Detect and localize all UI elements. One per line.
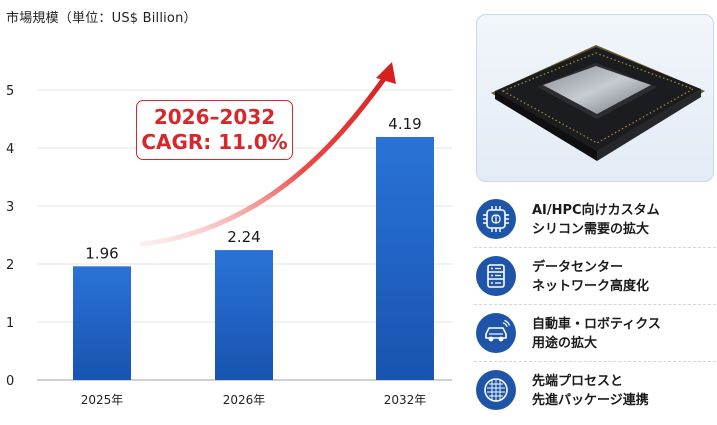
cagr-period: 2026–2032 xyxy=(153,105,276,129)
x-tick-label: 2026年 xyxy=(223,393,266,407)
cagr-value: CAGR: 11.0% xyxy=(141,130,288,154)
chip-image-card xyxy=(476,14,714,182)
list-item: データセンター ネットワーク高度化 xyxy=(474,248,716,305)
growth-arrow-head xyxy=(376,62,396,84)
list-item: 自動車・ロボティクス 用途の拡大 xyxy=(474,305,716,362)
y-tick-label: 5 xyxy=(6,84,14,99)
data-label: 4.19 xyxy=(388,115,421,133)
y-tick-label: 3 xyxy=(6,200,14,215)
y-tick-label: 2 xyxy=(6,258,14,273)
cagr-annotation: 2026–2032 CAGR: 11.0% xyxy=(136,100,293,160)
data-label: 2.24 xyxy=(227,228,260,246)
feature-text: AI/HPC向けカスタム シリコン需要の拡大 xyxy=(532,203,660,237)
feature-text: データセンター ネットワーク高度化 xyxy=(532,260,650,294)
list-item: 先端プロセスと 先進パッケージ連携 xyxy=(474,362,716,418)
bar xyxy=(376,136,434,380)
data-label: 1.96 xyxy=(85,244,118,262)
bar xyxy=(73,266,131,380)
x-tick-label: 2025年 xyxy=(81,393,124,407)
wafer-icon xyxy=(476,370,516,410)
bar xyxy=(215,250,273,380)
y-tick-label: 1 xyxy=(6,316,14,331)
growth-arrow xyxy=(139,73,389,247)
bar-chart: 0 1 2 3 4 5 1.96 2025年 2.24 2026年 4.19 2032年 xyxy=(6,62,452,407)
feature-text: 自動車・ロボティクス 用途の拡大 xyxy=(532,317,661,351)
feature-text: 先端プロセスと 先進パッケージ連携 xyxy=(532,374,649,408)
server-rack-icon xyxy=(476,256,516,296)
chart-title: 市場規模（単位：US$ Billion） xyxy=(6,11,197,26)
y-tick-label: 0 xyxy=(6,374,14,389)
x-tick-label: 2032年 xyxy=(384,393,427,407)
semiconductor-chip-illustration xyxy=(491,45,705,161)
y-tick-label: 4 xyxy=(6,142,14,157)
feature-list: AI/HPC向けカスタム シリコン需要の拡大 データセンター ネットワーク高度化 xyxy=(474,191,716,418)
car-icon xyxy=(476,313,516,353)
list-item: AI/HPC向けカスタム シリコン需要の拡大 xyxy=(474,191,716,248)
chip-brain-icon xyxy=(476,199,516,239)
